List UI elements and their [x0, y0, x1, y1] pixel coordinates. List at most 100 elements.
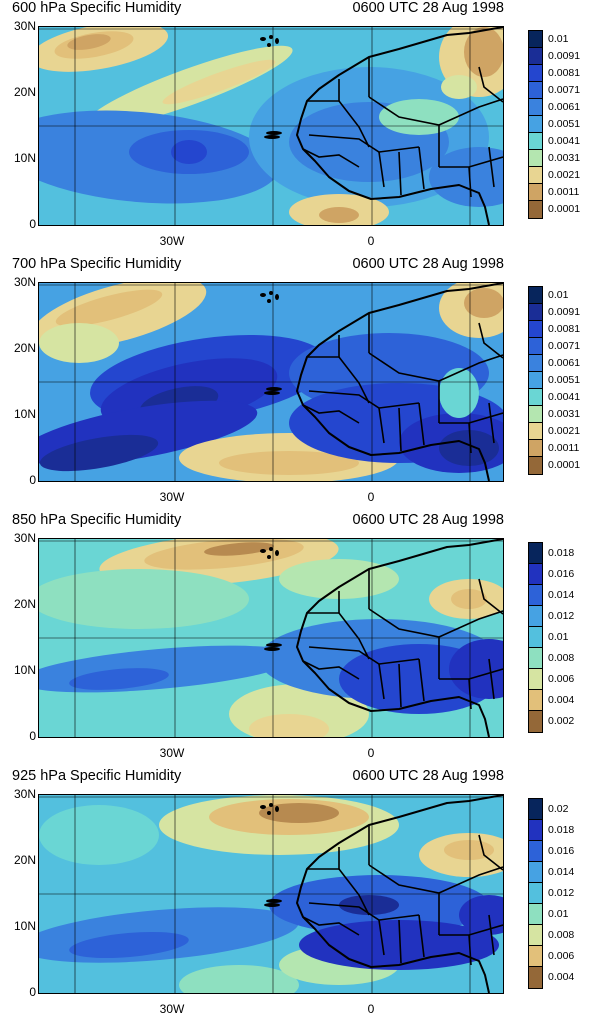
humidity-contour-region	[69, 668, 169, 690]
legend-label: 0.012	[548, 610, 575, 622]
y-label-20n: 20N	[13, 85, 36, 99]
island	[275, 806, 279, 812]
legend-label: 0.016	[548, 845, 575, 857]
y-label-10n: 10N	[13, 407, 36, 421]
country-border	[302, 404, 360, 424]
humidity-map-svg	[39, 795, 503, 993]
y-label-30n: 30N	[13, 787, 36, 801]
panel-925hpa: 925 hPa Specific Humidity 0600 UTC 28 Au…	[0, 768, 600, 1024]
panel-title: 850 hPa Specific Humidity	[12, 512, 182, 528]
humidity-map-svg	[39, 539, 503, 737]
y-label-20n: 20N	[13, 597, 36, 611]
country-border	[468, 914, 495, 966]
humidity-map	[38, 538, 504, 738]
country-border	[378, 402, 425, 452]
humidity-map	[38, 794, 504, 994]
island	[264, 135, 280, 139]
panel-time: 0600 UTC 28 Aug 1998	[352, 512, 504, 528]
country-border	[378, 658, 425, 708]
country-border	[378, 914, 425, 964]
island	[266, 899, 282, 903]
y-label-10n: 10N	[13, 663, 36, 677]
humidity-map	[38, 26, 504, 226]
humidity-contour-region	[464, 288, 503, 318]
country-border	[308, 390, 420, 409]
legend-label: 0.01	[548, 908, 569, 920]
island	[269, 803, 273, 807]
country-border	[478, 834, 503, 871]
x-label-0: 0	[367, 1002, 375, 1016]
legend-label: 0.01	[548, 33, 569, 45]
y-label-20n: 20N	[13, 853, 36, 867]
island	[260, 37, 266, 41]
panel-time: 0600 UTC 28 Aug 1998	[352, 0, 504, 16]
humidity-contour-region	[39, 805, 159, 865]
legend-label: 0.0021	[548, 425, 581, 437]
humidity-contour-region	[439, 368, 479, 418]
island	[267, 299, 271, 303]
panel-title: 700 hPa Specific Humidity	[12, 256, 182, 272]
humidity-contour-region	[299, 920, 499, 970]
y-label-30n: 30N	[13, 19, 36, 33]
country-border	[302, 660, 360, 680]
humidity-contour-region	[39, 323, 119, 363]
country-border	[468, 658, 495, 710]
humidity-contour-region	[249, 714, 329, 737]
country-border	[338, 868, 370, 916]
humidity-contour-region	[162, 59, 276, 105]
island	[267, 811, 271, 815]
legend-label: 0.01	[548, 289, 569, 301]
legend-label: 0.0001	[548, 459, 581, 471]
humidity-contour-region	[464, 27, 503, 77]
legend-label: 0.0011	[548, 442, 580, 454]
humidity-contour-region	[204, 542, 274, 556]
country-border	[468, 146, 495, 198]
legend-label: 0.0091	[548, 306, 581, 318]
panel-time: 0600 UTC 28 Aug 1998	[352, 256, 504, 272]
humidity-contour-region	[39, 434, 159, 472]
island	[260, 293, 266, 297]
legend-label: 0.0081	[548, 67, 581, 79]
country-border	[338, 100, 370, 148]
humidity-contour-region	[319, 207, 359, 223]
humidity-contour-region	[219, 451, 359, 475]
legend-label: 0.0011	[548, 186, 580, 198]
legend-label: 0.02	[548, 803, 569, 815]
island	[264, 391, 280, 395]
y-label-20n: 20N	[13, 341, 36, 355]
humidity-contour-region	[439, 430, 499, 466]
island	[275, 38, 279, 44]
legend-label: 0.01	[548, 631, 569, 643]
panel-850hpa: 850 hPa Specific Humidity 0600 UTC 28 Au…	[0, 512, 600, 768]
y-label-0: 0	[29, 473, 36, 487]
country-border	[308, 646, 420, 665]
island	[260, 805, 266, 809]
humidity-contour-region	[441, 75, 477, 99]
legend-label: 0.0091	[548, 50, 581, 62]
country-border	[478, 66, 503, 103]
humidity-contour-region	[171, 140, 207, 164]
x-label-30w: 30W	[159, 490, 185, 504]
legend-label: 0.018	[548, 547, 575, 559]
x-label-30w: 30W	[159, 746, 185, 760]
legend-label: 0.002	[548, 715, 575, 727]
legend-label: 0.0071	[548, 84, 581, 96]
legend-label: 0.0051	[548, 118, 581, 130]
legend-label: 0.016	[548, 568, 575, 580]
humidity-contour-region	[451, 589, 487, 609]
legend-label: 0.0031	[548, 408, 581, 420]
country-border	[308, 134, 420, 153]
humidity-contour-region	[55, 289, 163, 327]
panel-title: 600 hPa Specific Humidity	[12, 0, 182, 16]
legend-label: 0.0061	[548, 101, 581, 113]
legend-label: 0.006	[548, 950, 575, 962]
legend-label: 0.0061	[548, 357, 581, 369]
legend-label: 0.0041	[548, 391, 581, 403]
legend-label: 0.018	[548, 824, 575, 836]
country-border	[338, 356, 370, 404]
humidity-contour-region	[449, 639, 503, 699]
legend-label: 0.0071	[548, 340, 581, 352]
country-border	[478, 578, 503, 615]
island	[275, 294, 279, 300]
island	[264, 647, 280, 651]
